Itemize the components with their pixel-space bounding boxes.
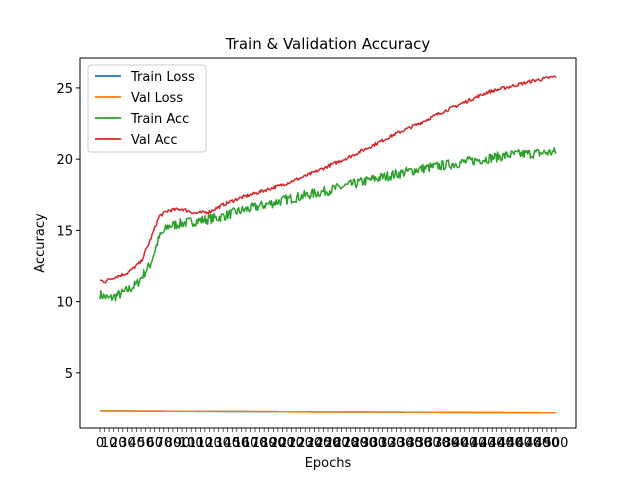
x-tick-label: 210 bbox=[279, 436, 304, 451]
x-tick-label: 220 bbox=[288, 436, 313, 451]
legend-label-train-loss: Train Loss bbox=[130, 70, 195, 85]
x-tick-label: 20 bbox=[110, 436, 127, 451]
x-tick-label: 420 bbox=[471, 436, 496, 451]
y-axis-label: Accuracy bbox=[33, 213, 48, 273]
x-tick-label: 200 bbox=[270, 436, 295, 451]
x-tick-label: 360 bbox=[416, 436, 441, 451]
x-tick-label: 90 bbox=[174, 436, 191, 451]
x-tick-label: 370 bbox=[425, 436, 450, 451]
x-tick-label: 500 bbox=[544, 436, 569, 451]
x-tick-label: 470 bbox=[516, 436, 541, 451]
x-tick-label: 240 bbox=[306, 436, 331, 451]
x-tick-label: 330 bbox=[389, 436, 414, 451]
x-tick-label: 130 bbox=[206, 436, 231, 451]
x-tick-label: 380 bbox=[434, 436, 459, 451]
y-tick-label: 5 bbox=[65, 367, 73, 382]
y-tick-label: 10 bbox=[56, 296, 73, 311]
x-tick-label: 120 bbox=[197, 436, 222, 451]
x-tick-label: 50 bbox=[137, 436, 154, 451]
legend-label-val-acc: Val Acc bbox=[131, 133, 178, 148]
x-tick-label: 160 bbox=[234, 436, 259, 451]
x-tick-label: 490 bbox=[534, 436, 559, 451]
series-line-train-acc bbox=[99, 147, 557, 302]
x-tick-label: 40 bbox=[128, 436, 145, 451]
x-tick-label: 400 bbox=[452, 436, 477, 451]
legend: Train Loss Val Loss Train Acc Val Acc bbox=[87, 64, 207, 153]
x-tick-label: 260 bbox=[325, 436, 350, 451]
legend-items: Train Loss Val Loss Train Acc Val Acc bbox=[95, 70, 195, 148]
x-tick-label: 80 bbox=[165, 436, 182, 451]
x-tick-label: 110 bbox=[188, 436, 213, 451]
x-tick-label: 60 bbox=[146, 436, 163, 451]
x-tick-label: 100 bbox=[179, 436, 204, 451]
x-axis-ticks: 0102030405060708090100110120130140150160… bbox=[96, 428, 569, 451]
x-tick-label: 350 bbox=[407, 436, 432, 451]
y-axis-ticks: 5 10 15 20 25 bbox=[56, 82, 80, 382]
x-tick-label: 0 bbox=[96, 436, 104, 451]
x-tick-label: 280 bbox=[343, 436, 368, 451]
x-tick-label: 190 bbox=[261, 436, 286, 451]
x-tick-label: 270 bbox=[334, 436, 359, 451]
x-tick-label: 180 bbox=[252, 436, 277, 451]
x-tick-label: 150 bbox=[224, 436, 249, 451]
x-tick-label: 450 bbox=[498, 436, 523, 451]
x-tick-label: 480 bbox=[525, 436, 550, 451]
x-tick-label: 300 bbox=[361, 436, 386, 451]
chart-title: Train & Validation Accuracy bbox=[225, 35, 431, 53]
legend-label-train-acc: Train Acc bbox=[130, 112, 189, 127]
legend-box bbox=[87, 64, 207, 153]
y-tick-label: 25 bbox=[56, 82, 73, 97]
x-tick-label: 140 bbox=[215, 436, 240, 451]
x-tick-label: 10 bbox=[101, 436, 118, 451]
x-tick-label: 440 bbox=[489, 436, 514, 451]
y-tick-label: 15 bbox=[56, 224, 73, 239]
x-tick-label: 410 bbox=[462, 436, 487, 451]
series-line-val-loss bbox=[99, 410, 557, 414]
x-tick-label: 310 bbox=[370, 436, 395, 451]
series-layer bbox=[99, 75, 557, 414]
x-tick-label: 320 bbox=[379, 436, 404, 451]
legend-label-val-loss: Val Loss bbox=[131, 91, 183, 106]
x-tick-label: 390 bbox=[443, 436, 468, 451]
x-tick-label: 460 bbox=[507, 436, 532, 451]
x-tick-label: 30 bbox=[119, 436, 136, 451]
series-line-val-acc bbox=[99, 75, 557, 284]
x-tick-label: 230 bbox=[297, 436, 322, 451]
x-tick-label: 430 bbox=[480, 436, 505, 451]
x-tick-label: 70 bbox=[156, 436, 173, 451]
y-tick-label: 20 bbox=[56, 153, 73, 168]
x-tick-label: 250 bbox=[316, 436, 341, 451]
x-tick-label: 290 bbox=[352, 436, 377, 451]
x-axis-label: Epochs bbox=[305, 456, 352, 471]
x-tick-label: 340 bbox=[398, 436, 423, 451]
x-tick-label: 170 bbox=[243, 436, 268, 451]
